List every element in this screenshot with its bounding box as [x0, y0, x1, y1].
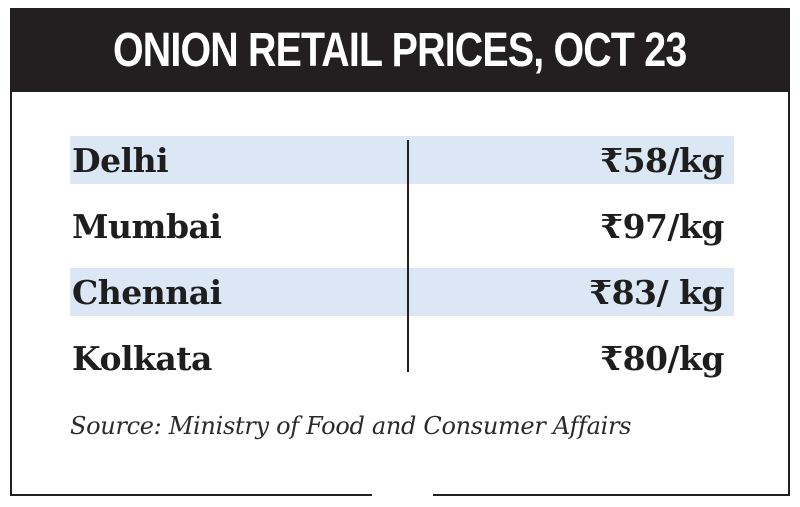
- title-banner: ONION RETAIL PRICES, OCT 23: [10, 8, 790, 92]
- chart-title: ONION RETAIL PRICES, OCT 23: [113, 23, 687, 77]
- frame-bottom-border-left: [10, 494, 372, 496]
- frame-right-border: [788, 92, 790, 496]
- city-name: Delhi: [72, 140, 169, 180]
- table-row-mumbai: Mumbai ₹97/kg: [70, 202, 734, 250]
- price-value: ₹97/kg: [600, 206, 724, 246]
- price-value: ₹83/ kg: [589, 272, 724, 312]
- source-note: Source: Ministry of Food and Consumer Af…: [70, 412, 632, 440]
- table-row-chennai: Chennai ₹83/ kg: [70, 268, 734, 316]
- frame-left-border: [10, 92, 12, 496]
- frame-bottom-border-right: [433, 494, 790, 496]
- price-value: ₹58/kg: [600, 140, 724, 180]
- city-name: Kolkata: [72, 338, 212, 378]
- city-name: Mumbai: [72, 206, 222, 246]
- price-value: ₹80/kg: [600, 338, 724, 378]
- table-row-delhi: Delhi ₹58/kg: [70, 136, 734, 184]
- column-divider: [407, 140, 409, 372]
- table-row-kolkata: Kolkata ₹80/kg: [70, 334, 734, 382]
- price-table: Delhi ₹58/kg Mumbai ₹97/kg Chennai ₹83/ …: [70, 136, 734, 400]
- city-name: Chennai: [72, 272, 222, 312]
